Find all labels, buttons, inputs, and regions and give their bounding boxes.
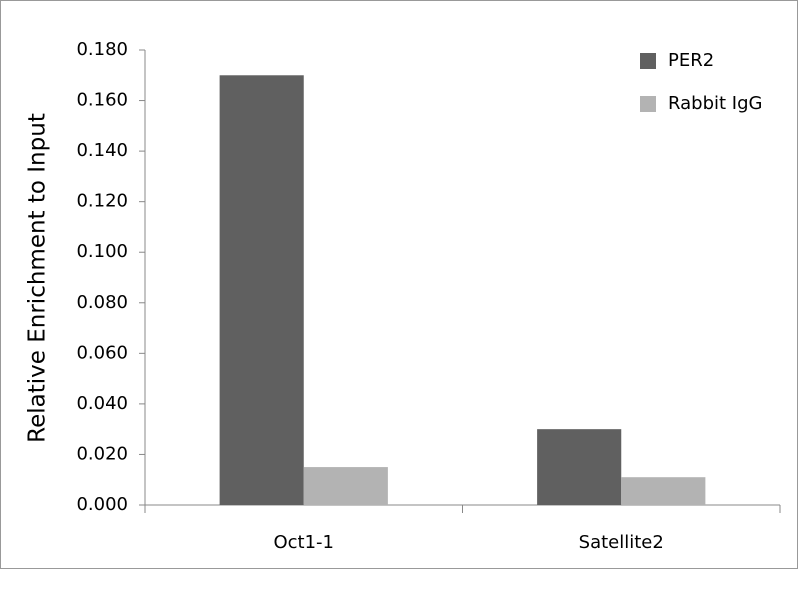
y-tick-label: 0.100: [76, 241, 128, 262]
legend-swatch: [640, 53, 656, 69]
y-tick-label: 0.120: [76, 191, 128, 212]
y-tick-label: 0.080: [76, 292, 128, 313]
bar: [537, 429, 622, 505]
y-axis-label: Relative Enrichment to Input: [25, 113, 51, 443]
y-tick-label: 0.000: [76, 494, 128, 515]
bar: [621, 477, 706, 505]
y-tick-label: 0.060: [76, 342, 128, 363]
legend-label: Rabbit IgG: [668, 93, 762, 114]
y-tick-label: 0.140: [76, 140, 128, 161]
y-tick-label: 0.020: [76, 443, 128, 464]
y-tick-label: 0.180: [76, 39, 128, 60]
bar: [303, 467, 388, 505]
x-tick-label: Oct1-1: [273, 532, 334, 553]
x-tick-label: Satellite2: [579, 532, 664, 553]
y-tick-label: 0.040: [76, 393, 128, 414]
chart-frame: [0, 0, 798, 569]
legend-swatch: [640, 96, 656, 112]
y-tick-label: 0.160: [76, 90, 128, 111]
legend-label: PER2: [668, 50, 714, 71]
bar: [219, 75, 304, 506]
